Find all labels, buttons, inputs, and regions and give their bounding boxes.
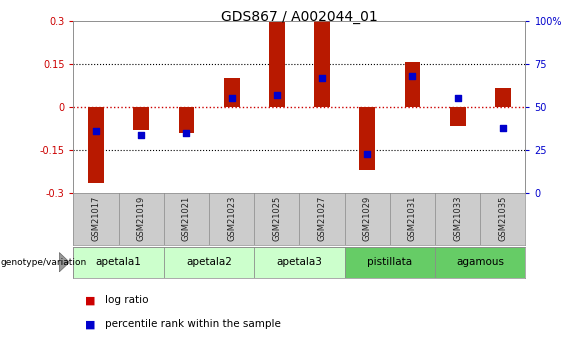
- Bar: [435, 247, 525, 278]
- Bar: [450, 107, 466, 126]
- Text: GSM21023: GSM21023: [227, 196, 236, 241]
- Text: log ratio: log ratio: [105, 295, 148, 305]
- Polygon shape: [59, 253, 69, 272]
- Bar: [164, 247, 254, 278]
- Bar: [405, 61, 420, 107]
- Text: GSM21031: GSM21031: [408, 196, 417, 241]
- Point: [318, 75, 327, 80]
- Text: GSM21035: GSM21035: [498, 196, 507, 241]
- Bar: [254, 247, 345, 278]
- Bar: [345, 247, 435, 278]
- Text: GSM21033: GSM21033: [453, 196, 462, 241]
- Point: [182, 130, 191, 136]
- Bar: [359, 107, 375, 170]
- Text: apetala3: apetala3: [276, 257, 323, 267]
- Bar: [73, 247, 164, 278]
- Point: [137, 132, 146, 137]
- Text: GDS867 / A002044_01: GDS867 / A002044_01: [221, 10, 378, 24]
- Text: pistillata: pistillata: [367, 257, 412, 267]
- Text: apetala1: apetala1: [95, 257, 142, 267]
- Point: [272, 92, 281, 98]
- Text: GSM21021: GSM21021: [182, 196, 191, 241]
- Text: ■: ■: [85, 295, 95, 305]
- Text: GSM21019: GSM21019: [137, 196, 146, 241]
- Point: [363, 151, 372, 156]
- Bar: [133, 107, 149, 130]
- Text: agamous: agamous: [457, 257, 504, 267]
- Text: GSM21025: GSM21025: [272, 196, 281, 241]
- Bar: [88, 107, 104, 183]
- Point: [92, 128, 101, 134]
- Text: apetala2: apetala2: [186, 257, 232, 267]
- Bar: [224, 78, 240, 107]
- Text: percentile rank within the sample: percentile rank within the sample: [105, 319, 280, 329]
- Text: GSM21017: GSM21017: [92, 196, 101, 241]
- Bar: [179, 107, 194, 133]
- Bar: [314, 21, 330, 107]
- Text: ■: ■: [85, 319, 95, 329]
- Point: [498, 125, 507, 130]
- Text: genotype/variation: genotype/variation: [1, 258, 87, 267]
- Bar: [269, 22, 285, 107]
- Text: GSM21027: GSM21027: [318, 196, 327, 241]
- Point: [227, 96, 236, 101]
- Point: [408, 73, 417, 79]
- Point: [453, 96, 462, 101]
- Text: GSM21029: GSM21029: [363, 196, 372, 241]
- Bar: [495, 88, 511, 107]
